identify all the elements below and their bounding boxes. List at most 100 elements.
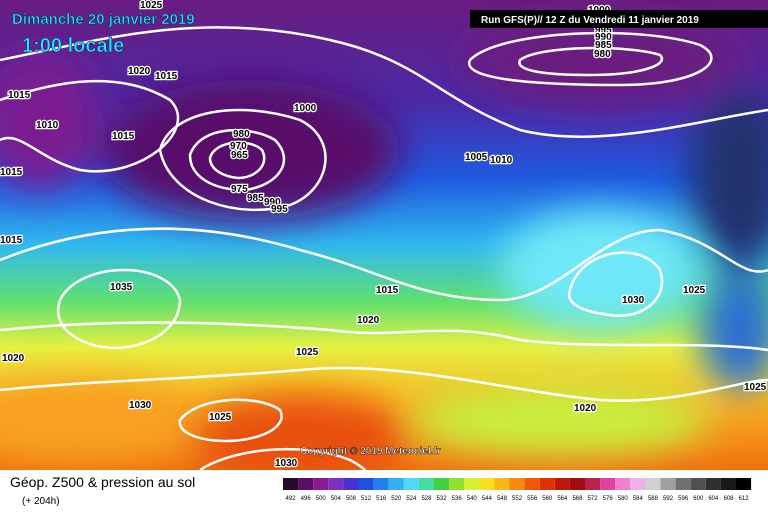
isobar-label: 1015 [0, 235, 23, 246]
isobar-label: 1025 [683, 285, 706, 296]
isobar-label: 990 [264, 197, 281, 208]
scale-label: 588 [648, 496, 659, 502]
scale-swatch [554, 478, 570, 490]
scale-label: 532 [437, 496, 448, 502]
scale-swatch [418, 478, 434, 490]
isobar-label: 990 [595, 32, 612, 43]
scale-swatch [615, 478, 631, 490]
scale-swatch [690, 478, 706, 490]
isobar-label: 1025 [209, 412, 232, 423]
scale-label: 576 [603, 496, 614, 502]
scale-swatch [373, 478, 389, 490]
isobar-label: 1020 [128, 66, 151, 77]
isobar-label: 975 [231, 184, 248, 195]
scale-swatch [675, 478, 691, 490]
isobar-label: 1020 [574, 403, 597, 414]
isobar-label: 1020 [2, 353, 25, 364]
scale-swatch [283, 478, 299, 490]
scale-label: 580 [618, 496, 629, 502]
isobar-label: 985 [595, 40, 612, 51]
isobar-label: 1010 [490, 155, 513, 166]
scale-swatch [660, 478, 676, 490]
isobar-label: 1015 [155, 71, 178, 82]
isobar-label: 1015 [112, 131, 135, 142]
isobar-label: 1030 [129, 400, 152, 411]
scale-label: 508 [346, 496, 357, 502]
footer-title: Géop. Z500 & pression au sol [10, 474, 195, 490]
scale-label: 612 [739, 496, 750, 502]
scale-label: 564 [557, 496, 568, 502]
scale-label: 572 [588, 496, 599, 502]
isobar-label: 995 [271, 204, 288, 215]
scale-swatch [509, 478, 525, 490]
isobar-label: 1015 [376, 285, 399, 296]
scale-swatch [434, 478, 450, 490]
scale-swatch [343, 478, 359, 490]
time-title: 1:00 locale [22, 35, 124, 57]
scale-label: 568 [572, 496, 583, 502]
date-title: Dimanche 20 janvier 2019 [12, 11, 195, 28]
scale-swatch [298, 478, 314, 490]
scale-swatch [358, 478, 374, 490]
isobar-label: 1025 [744, 382, 767, 393]
isobar-label: 965 [231, 150, 248, 161]
scale-label: 592 [663, 496, 674, 502]
isobar-label: 1025 [296, 347, 319, 358]
copyright: Copyright © 2019 Meteociel.fr [300, 446, 441, 457]
footer-lead: (+ 204h) [22, 496, 60, 507]
scale-swatch [524, 478, 540, 490]
scale-label: 548 [497, 496, 508, 502]
scale-swatch [464, 478, 480, 490]
isobar-label: 1030 [622, 295, 645, 306]
header: Dimanche 20 janvier 2019 1:00 locale Run… [12, 10, 768, 457]
scale-swatch [403, 478, 419, 490]
isobar-label: 985 [247, 193, 264, 204]
scale-swatch [645, 478, 661, 490]
scale-label: 500 [316, 496, 327, 502]
scale-swatch [328, 478, 344, 490]
scale-label: 536 [452, 496, 463, 502]
color-scale: 492 496 500 504 508 512 516 520 524 528 532 536 540 5… [283, 478, 752, 502]
scale-label: 540 [467, 496, 478, 502]
footer: Géop. Z500 & pression au sol (+ 204h) 49… [0, 470, 768, 512]
scale-swatch [630, 478, 646, 490]
scale-swatch [539, 478, 555, 490]
run-info: Run GFS(P)// 12 Z du Vendredi 11 janvier… [481, 15, 699, 26]
scale-swatch [479, 478, 495, 490]
scale-swatch [720, 478, 736, 490]
run-box [470, 10, 768, 28]
isobar-label: 1000 [294, 103, 317, 114]
isobar-label: 1030 [275, 458, 298, 469]
scale-swatch [313, 478, 329, 490]
scale-label: 556 [527, 496, 538, 502]
isobar-label: 970 [230, 141, 247, 152]
scale-label: 520 [391, 496, 402, 502]
scale-swatch [494, 478, 510, 490]
scale-label: 528 [421, 496, 432, 502]
scale-label: 492 [286, 496, 297, 502]
background-field [0, 0, 768, 485]
scale-label: 604 [708, 496, 719, 502]
scale-label: 600 [693, 496, 704, 502]
scale-label: 496 [301, 496, 312, 502]
scale-label: 608 [723, 496, 734, 502]
isobar-label: 980 [233, 129, 250, 140]
scale-label: 524 [406, 496, 417, 502]
isobar-label: 1005 [465, 152, 488, 163]
scale-swatch [736, 478, 752, 490]
scale-label: 560 [542, 496, 553, 502]
scale-label: 516 [376, 496, 387, 502]
isobar-label: 1010 [36, 120, 59, 131]
scale-swatch [600, 478, 616, 490]
scale-swatch [449, 478, 465, 490]
scale-label: 584 [633, 496, 644, 502]
scale-swatch [585, 478, 601, 490]
isobars [0, 26, 768, 472]
isobar-label: 1035 [110, 282, 133, 293]
isobar-label: 1025 [140, 0, 163, 11]
isobar-label: 980 [594, 49, 611, 60]
scale-swatch [569, 478, 585, 490]
scale-swatch [388, 478, 404, 490]
